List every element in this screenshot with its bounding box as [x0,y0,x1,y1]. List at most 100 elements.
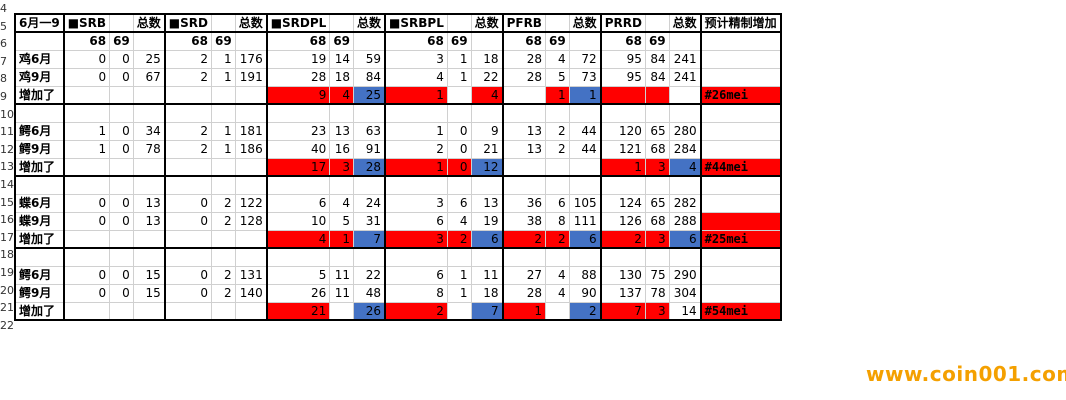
cell[interactable]: 总数 [132,13,166,33]
cell[interactable]: 蝶9月 [14,211,65,231]
cell[interactable] [470,175,504,195]
cell[interactable]: 69 [329,31,355,51]
cell[interactable]: 4 [544,283,570,303]
cell[interactable] [644,85,670,105]
cell[interactable] [62,229,111,249]
cell[interactable]: 总数 [470,13,504,33]
cell[interactable]: 1 [329,229,355,249]
cell[interactable] [353,247,386,267]
cell[interactable]: 3 [329,157,355,177]
cell[interactable]: 7 [470,301,504,321]
cell[interactable]: 15 [132,283,166,303]
cell[interactable] [501,157,546,177]
cell[interactable] [353,175,386,195]
cell[interactable] [446,175,472,195]
cell[interactable]: 2 [163,67,212,87]
cell[interactable]: 176 [234,49,268,69]
cell[interactable]: 44 [568,139,602,159]
cell[interactable] [234,247,268,267]
cell[interactable] [265,247,331,267]
cell[interactable]: ■SRBPL [384,13,448,33]
cell[interactable]: 2 [210,211,236,231]
cell[interactable]: 4 [329,85,355,105]
cell[interactable] [109,13,134,33]
cell[interactable] [384,247,448,267]
cell[interactable]: 0 [62,193,111,213]
cell[interactable]: 3 [644,301,670,321]
cell[interactable]: 0 [109,121,134,141]
cell[interactable]: 5 [265,265,331,285]
cell[interactable]: 25 [353,85,386,105]
cell[interactable]: 6 [544,193,570,213]
cell[interactable]: 6 [470,229,504,249]
cell[interactable] [446,301,472,321]
cell[interactable]: 2 [210,265,236,285]
cell[interactable]: 14 [668,301,702,321]
cell[interactable]: 4 [668,157,702,177]
cell[interactable]: 增加了 [14,157,65,177]
cell[interactable]: 0 [109,139,134,159]
cell[interactable]: 65 [644,193,670,213]
cell[interactable]: 2 [210,283,236,303]
cell[interactable] [599,175,646,195]
cell[interactable] [210,13,236,33]
cell[interactable] [132,175,166,195]
cell[interactable]: 28 [265,67,331,87]
cell[interactable] [470,31,504,51]
cell[interactable] [62,157,111,177]
cell[interactable] [210,103,236,123]
cell[interactable]: 121 [599,139,646,159]
cell[interactable]: 18 [470,49,504,69]
cell[interactable]: 69 [109,31,134,51]
cell[interactable]: 4 [446,211,472,231]
cell[interactable]: 88 [568,265,602,285]
cell[interactable]: 2 [501,229,546,249]
cell[interactable]: 4 [384,67,448,87]
cell[interactable]: 3 [384,193,448,213]
cell[interactable] [62,301,111,321]
cell[interactable]: 6 [384,211,448,231]
cell[interactable]: 2 [384,301,448,321]
cell[interactable]: 34 [132,121,166,141]
cell[interactable]: 0 [163,283,212,303]
cell[interactable]: 鳄9月 [14,139,65,159]
cell[interactable] [234,229,268,249]
cell[interactable] [353,103,386,123]
cell[interactable] [699,247,782,267]
cell[interactable]: ■SRDPL [265,13,331,33]
cell[interactable]: 0 [62,49,111,69]
cell[interactable] [644,175,670,195]
cell[interactable]: 11 [470,265,504,285]
cell[interactable] [109,85,134,105]
cell[interactable]: 蝶6月 [14,193,65,213]
cell[interactable]: 0 [446,121,472,141]
cell[interactable]: 6 [446,193,472,213]
cell[interactable]: 124 [599,193,646,213]
cell[interactable] [699,175,782,195]
cell[interactable]: 0 [446,157,472,177]
cell[interactable]: 68 [163,31,212,51]
cell[interactable]: 0 [109,193,134,213]
cell[interactable]: 28 [501,67,546,87]
cell[interactable] [234,103,268,123]
cell[interactable]: 1 [446,49,472,69]
cell[interactable]: 44 [568,121,602,141]
cell[interactable] [470,247,504,267]
cell[interactable]: #44mei [699,157,782,177]
cell[interactable]: 95 [599,49,646,69]
cell[interactable]: 2 [544,229,570,249]
cell[interactable]: 26 [353,301,386,321]
cell[interactable]: 8 [544,211,570,231]
cell[interactable]: 36 [501,193,546,213]
cell[interactable] [163,247,212,267]
cell[interactable] [599,247,646,267]
cell[interactable] [501,175,546,195]
cell[interactable]: 23 [265,121,331,141]
cell[interactable] [109,103,134,123]
cell[interactable] [501,103,546,123]
cell[interactable]: 7 [353,229,386,249]
cell[interactable]: 总数 [353,13,386,33]
cell[interactable]: 1 [62,139,111,159]
cell[interactable]: 总数 [668,13,702,33]
cell[interactable] [132,31,166,51]
